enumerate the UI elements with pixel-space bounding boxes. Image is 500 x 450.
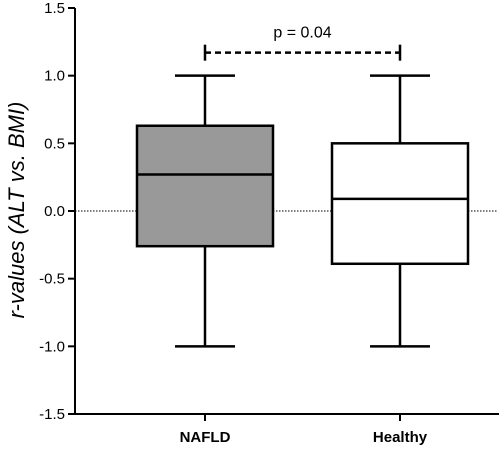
iqr-box [135, 124, 275, 248]
y-tick-label: -0.5 [39, 271, 65, 288]
x-tick-label: Healthy [373, 429, 428, 446]
y-tick-label: -1.0 [39, 338, 65, 355]
y-tick-label: 1.5 [44, 0, 65, 17]
y-axis-label: r-values (ALT vs. BMI) [4, 102, 29, 319]
p-value-label: p = 0.04 [273, 25, 331, 42]
x-tick-label: NAFLD [180, 429, 231, 446]
significance-bracket: p = 0.04 [203, 25, 402, 61]
y-tick-label: 0.0 [44, 203, 65, 220]
box-nafld [135, 74, 275, 348]
iqr-box [330, 142, 470, 266]
y-tick-label: 1.0 [44, 68, 65, 85]
x-ticks: NAFLD Healthy [180, 414, 428, 446]
box-healthy [330, 74, 470, 348]
y-tick-label: -1.5 [39, 406, 65, 423]
boxes [135, 74, 470, 348]
y-ticks: 1.5 1.0 0.5 0.0 -0.5 -1.0 -1.5 [39, 0, 75, 423]
y-tick-label: 0.5 [44, 135, 65, 152]
